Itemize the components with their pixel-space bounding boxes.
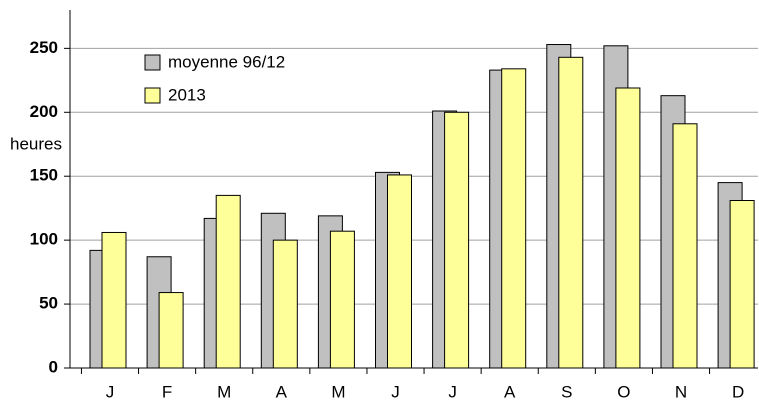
y-tick-label: 50 <box>39 294 58 313</box>
y-tick-label: 200 <box>30 102 58 121</box>
x-tick-label: N <box>675 382 687 401</box>
legend-label: 2013 <box>168 85 206 104</box>
bar <box>672 123 698 369</box>
x-tick-label: F <box>162 382 172 401</box>
x-tick-label: D <box>732 382 744 401</box>
bar <box>215 194 241 369</box>
bar <box>444 111 470 369</box>
bar <box>329 230 355 369</box>
bar <box>558 56 584 369</box>
y-axis-label: heures <box>10 134 62 153</box>
x-tick-label: A <box>276 382 288 401</box>
bar <box>101 231 127 369</box>
x-tick-label: J <box>106 382 115 401</box>
legend-swatch <box>144 87 161 104</box>
bar <box>272 239 298 369</box>
bar <box>615 87 641 369</box>
x-tick-label: A <box>504 382 516 401</box>
x-tick-label: O <box>617 382 630 401</box>
y-tick-label: 250 <box>30 38 58 57</box>
x-tick-label: J <box>391 382 400 401</box>
bar <box>501 68 527 369</box>
x-tick-label: M <box>331 382 345 401</box>
bar <box>158 292 184 369</box>
y-tick-label: 150 <box>30 166 58 185</box>
x-tick-label: S <box>561 382 572 401</box>
x-tick-label: M <box>217 382 231 401</box>
y-tick-label: 100 <box>30 230 58 249</box>
legend-swatch <box>144 54 161 71</box>
bar <box>387 174 412 369</box>
bar <box>729 200 755 369</box>
legend-label: moyenne 96/12 <box>168 52 285 71</box>
x-tick-label: J <box>448 382 457 401</box>
y-tick-label: 0 <box>49 357 58 376</box>
